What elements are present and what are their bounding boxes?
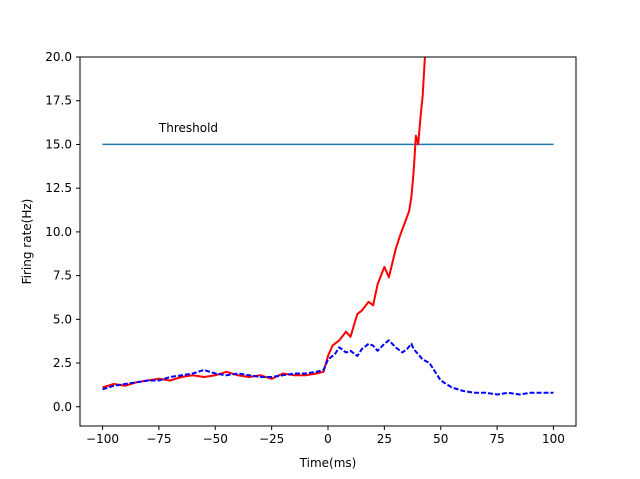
x-tick-label: −50 [203,432,228,446]
y-tick-label: 5.0 [53,312,72,326]
y-tick-label: 7.5 [53,269,72,283]
y-tick-label: 2.5 [53,356,72,370]
x-axis-label: Time(ms) [299,456,357,470]
x-tick-label: 75 [489,432,504,446]
x-tick-label: 50 [433,432,448,446]
y-tick-label: 10.0 [45,225,72,239]
x-tick-label: 100 [542,432,565,446]
y-axis-label: Firing rate(Hz) [20,199,34,285]
x-tick-label: 0 [324,432,332,446]
x-tick-label: −25 [259,432,284,446]
y-tick-label: 12.5 [45,181,72,195]
series-line-1 [102,57,426,389]
y-tick-label: 15.0 [45,137,72,151]
x-tick-label: −75 [146,432,171,446]
x-tick-label: −100 [86,432,119,446]
x-tick-label: 25 [377,432,392,446]
y-tick-label: 20.0 [45,50,72,64]
axes-layer: −100 −75 −50 −25 0 25 50 75 100 0.0 2.5 5.0 7.5 10.0 1… [45,50,577,446]
y-tick-label: 17.5 [45,94,72,108]
y-tick-label: 0.0 [53,400,72,414]
series-layer [102,57,554,396]
threshold-annotation: Threshold [158,121,218,135]
series-line-2 [102,339,554,396]
